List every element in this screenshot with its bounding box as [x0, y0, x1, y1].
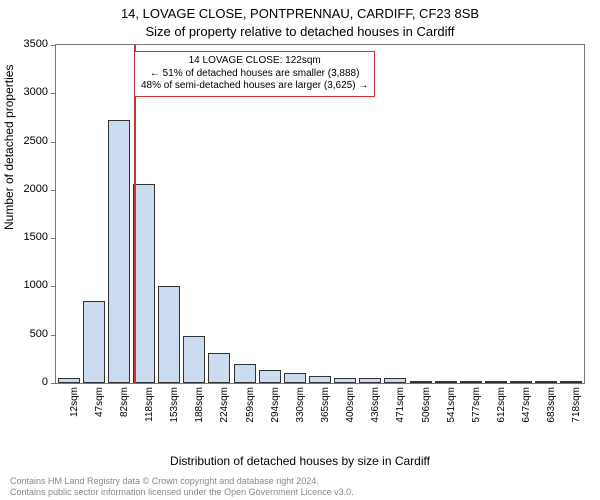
histogram-bar — [510, 381, 532, 383]
xtick-label: 118sqm — [144, 387, 155, 427]
ytick-label: 3500 — [0, 38, 48, 50]
xtick-label: 436sqm — [370, 387, 381, 427]
ytick-mark — [51, 335, 56, 336]
xtick-label: 541sqm — [446, 387, 457, 427]
xtick-label: 188sqm — [194, 387, 205, 427]
annotation-box: 14 LOVAGE CLOSE: 122sqm← 51% of detached… — [134, 51, 375, 97]
xtick-label: 47sqm — [94, 387, 105, 427]
xtick-label: 365sqm — [320, 387, 331, 427]
xtick-label: 259sqm — [245, 387, 256, 427]
histogram-bar — [334, 378, 356, 383]
histogram-bar — [485, 381, 507, 383]
histogram-bar — [535, 381, 557, 383]
footer-line1: Contains HM Land Registry data © Crown c… — [10, 476, 319, 486]
xtick-label: 330sqm — [295, 387, 306, 427]
ytick-mark — [51, 286, 56, 287]
histogram-bar — [183, 336, 205, 383]
xtick-label: 683sqm — [546, 387, 557, 427]
xtick-label: 577sqm — [471, 387, 482, 427]
histogram-bar — [309, 376, 331, 383]
ytick-mark — [51, 383, 56, 384]
xtick-label: 471sqm — [395, 387, 406, 427]
ytick-mark — [51, 45, 56, 46]
footer-line2: Contains public sector information licen… — [10, 487, 354, 497]
ytick-mark — [51, 238, 56, 239]
xtick-label: 294sqm — [270, 387, 281, 427]
chart-title-line2: Size of property relative to detached ho… — [0, 24, 600, 39]
histogram-bar — [108, 120, 130, 383]
ytick-label: 1500 — [0, 231, 48, 243]
xtick-label: 82sqm — [119, 387, 130, 427]
chart-title-line1: 14, LOVAGE CLOSE, PONTPRENNAU, CARDIFF, … — [0, 6, 600, 21]
ytick-label: 3000 — [0, 86, 48, 98]
xtick-label: 153sqm — [169, 387, 180, 427]
histogram-bar — [410, 381, 432, 383]
xtick-label: 224sqm — [219, 387, 230, 427]
xtick-label: 400sqm — [345, 387, 356, 427]
histogram-bar — [460, 381, 482, 383]
histogram-bar — [234, 364, 256, 383]
histogram-bar — [259, 370, 281, 383]
ytick-label: 2500 — [0, 135, 48, 147]
annotation-line1: 14 LOVAGE CLOSE: 122sqm — [141, 55, 368, 68]
xtick-label: 647sqm — [521, 387, 532, 427]
histogram-bar — [560, 381, 582, 383]
histogram-bar — [158, 286, 180, 383]
plot-area: 12sqm47sqm82sqm118sqm153sqm188sqm224sqm2… — [55, 44, 585, 384]
ytick-mark — [51, 190, 56, 191]
histogram-bar — [284, 373, 306, 383]
annotation-line3: 48% of semi-detached houses are larger (… — [141, 80, 368, 93]
chart-container: 14, LOVAGE CLOSE, PONTPRENNAU, CARDIFF, … — [0, 0, 600, 500]
xtick-label: 718sqm — [571, 387, 582, 427]
histogram-bar — [208, 353, 230, 383]
histogram-bar — [435, 381, 457, 383]
xtick-label: 506sqm — [421, 387, 432, 427]
ytick-label: 500 — [0, 328, 48, 340]
xtick-label: 12sqm — [69, 387, 80, 427]
histogram-bar — [58, 378, 80, 383]
ytick-label: 2000 — [0, 183, 48, 195]
ytick-mark — [51, 93, 56, 94]
histogram-bar — [384, 378, 406, 383]
annotation-line2: ← 51% of detached houses are smaller (3,… — [141, 68, 368, 81]
xtick-label: 612sqm — [496, 387, 507, 427]
ytick-label: 0 — [0, 376, 48, 388]
ytick-mark — [51, 142, 56, 143]
histogram-bar — [83, 301, 105, 383]
x-axis-label: Distribution of detached houses by size … — [0, 454, 600, 468]
histogram-bar — [359, 378, 381, 383]
ytick-label: 1000 — [0, 279, 48, 291]
